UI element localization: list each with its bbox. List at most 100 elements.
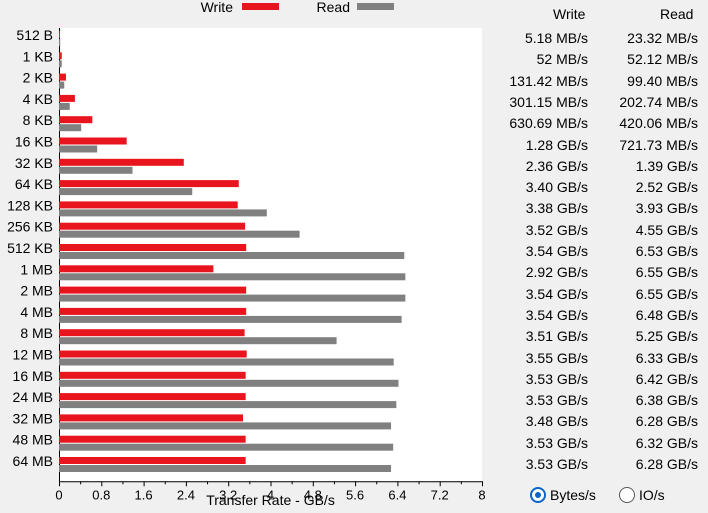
read-rate-cell: 6.33 GB/s [635,349,698,366]
x-tick-label: 4 [267,487,274,502]
write-rate-cell: 630.69 MB/s [509,115,588,132]
read-rate-cell: 6.48 GB/s [635,306,698,323]
category-label: 1 KB [23,48,53,64]
read-bar [59,102,70,110]
category-label: 512 KB [7,240,53,256]
category-label: 128 KB [7,197,53,213]
x-axis-label: Transfer Rate - GB/s [206,492,335,508]
write-rate-cell: 2.92 GB/s [525,264,588,281]
bytes-radio-button[interactable] [530,487,546,503]
table-row: 5.18 MB/s 23.32 MB/s [490,28,700,49]
x-tick-label: 5.6 [346,487,364,502]
write-rate-cell: 3.38 GB/s [525,200,588,217]
table-row: 3.55 GB/s 6.33 GB/s [490,348,700,369]
category-label: 8 KB [23,112,53,128]
write-rate-cell: 3.53 GB/s [525,392,588,409]
table-header-write: Write [553,6,586,22]
write-rate-cell: 52 MB/s [536,51,588,68]
write-rate-cell: 3.53 GB/s [525,434,588,451]
write-bar [59,94,75,102]
write-bar [59,265,214,273]
read-bar [59,81,65,89]
read-rate-cell: 6.53 GB/s [635,243,698,259]
table-header-read: Read [660,6,694,22]
io-per-second-option[interactable]: IO/s [619,487,665,503]
write-bar [59,244,247,251]
write-rate-cell: 301.15 MB/s [509,93,588,110]
read-bar [59,294,406,302]
io-radio-label: IO/s [639,487,665,503]
read-rate-cell: 6.55 GB/s [635,264,698,281]
write-bar [59,414,244,422]
read-rate-cell: 6.28 GB/s [635,413,698,430]
write-bar [59,116,93,124]
table-row: 3.38 GB/s 3.93 GB/s [490,198,700,219]
table-row: 3.53 GB/s 6.38 GB/s [490,390,700,411]
bytes-radio-label: Bytes/s [550,487,596,503]
read-rate-cell: 23.32 MB/s [627,30,698,46]
category-label: 32 MB [13,410,53,426]
write-rate-cell: 3.53 GB/s [525,370,588,387]
category-label: 16 KB [15,134,53,150]
read-bar [59,379,399,387]
table-row: 301.15 MB/s 202.74 MB/s [490,92,700,113]
read-rate-cell: 6.28 GB/s [635,456,698,472]
category-label: 1 MB [20,261,53,277]
x-tick-label: 0 [55,487,62,502]
read-rate-cell: 3.93 GB/s [635,200,698,217]
write-bar [59,201,238,209]
write-bar [59,158,184,166]
read-bar [59,230,300,238]
category-label: 512 B [16,27,53,43]
read-bar [59,188,193,196]
write-bar [59,52,62,60]
x-tick-label: 8 [478,487,485,502]
read-rate-cell: 6.42 GB/s [635,370,698,387]
table-row: 3.54 GB/s 6.55 GB/s [490,284,700,305]
write-bar [59,393,246,401]
category-label: 4 MB [20,304,53,320]
table-row: 2.92 GB/s 6.55 GB/s [490,262,700,283]
read-rate-cell: 6.38 GB/s [635,392,698,409]
table-row: 3.53 GB/s 6.28 GB/s [490,454,700,475]
x-tick-label: 7.2 [431,487,449,502]
legend-write-label: Write [201,0,234,15]
read-bar [59,358,394,366]
read-rate-cell: 4.55 GB/s [635,221,698,238]
read-rate-cell: 420.06 MB/s [619,115,698,132]
read-bar [59,422,392,430]
x-tick-label: 6.4 [388,487,406,502]
write-rate-cell: 3.52 GB/s [525,221,588,238]
write-rate-cell: 3.54 GB/s [525,306,588,323]
read-bar [59,209,267,217]
read-bar [59,401,397,409]
read-rate-cell: 6.55 GB/s [635,285,698,302]
table-row: 1.28 GB/s 721.73 MB/s [490,135,700,156]
table-row: 52 MB/s 52.12 MB/s [490,49,700,70]
write-bar [59,286,247,294]
bytes-per-second-option[interactable]: Bytes/s [530,487,596,503]
write-bar [59,350,247,358]
write-bar [59,457,246,464]
category-label: 64 MB [13,453,53,469]
read-rate-cell: 202.74 MB/s [619,93,698,110]
read-rate-cell: 721.73 MB/s [619,136,698,153]
write-rate-cell: 1.28 GB/s [525,136,588,153]
x-tick-label: 4.8 [304,487,322,502]
io-radio-button[interactable] [619,487,635,503]
legend-read-swatch [357,3,394,10]
category-label: 48 MB [13,432,53,448]
read-rate-cell: 5.25 GB/s [635,328,698,345]
category-label: 12 MB [13,347,53,363]
table-row: 630.69 MB/s 420.06 MB/s [490,113,700,134]
write-bar [59,435,246,443]
read-rate-cell: 2.52 GB/s [635,179,698,196]
write-bar [59,329,245,337]
read-rate-cell: 6.32 GB/s [635,434,698,451]
table-row: 3.52 GB/s 4.55 GB/s [490,220,700,241]
legend-write-swatch [242,3,279,10]
write-bar [59,73,66,81]
read-bar [59,465,392,472]
read-rate-cell: 52.12 MB/s [627,51,698,68]
